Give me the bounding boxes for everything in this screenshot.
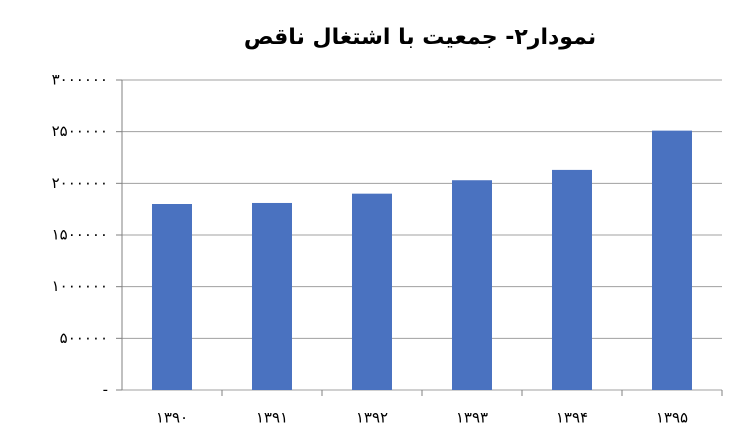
x-tick-label: ۱۳۹۱ <box>256 409 288 427</box>
bar <box>252 202 292 390</box>
bar <box>652 130 692 390</box>
y-tick-label: ۱۰۰۰۰۰۰ <box>52 277 108 295</box>
y-tick-label: ۲۵۰۰۰۰۰ <box>52 122 108 140</box>
y-tick-label: - <box>103 381 108 399</box>
bar <box>452 180 492 390</box>
x-tick-label: ۱۳۹۴ <box>556 409 588 427</box>
bar <box>552 169 592 390</box>
x-tick-label: ۱۳۹۳ <box>456 409 488 427</box>
bar <box>352 193 392 390</box>
chart-title: نمودار۲- جمعیت با اشتغال ناقص <box>244 25 596 50</box>
y-tick-label: ۱۵۰۰۰۰۰ <box>52 226 108 244</box>
y-tick-label: ۵۰۰۰۰۰ <box>60 329 108 347</box>
x-tick-label: ۱۳۹۰ <box>156 409 188 427</box>
bar <box>152 204 192 390</box>
x-tick-label: ۱۳۹۵ <box>656 409 688 427</box>
x-tick-label: ۱۳۹۲ <box>356 409 388 427</box>
y-tick-label: ۲۰۰۰۰۰۰ <box>52 174 108 192</box>
y-tick-label: ۳۰۰۰۰۰۰ <box>52 71 108 89</box>
